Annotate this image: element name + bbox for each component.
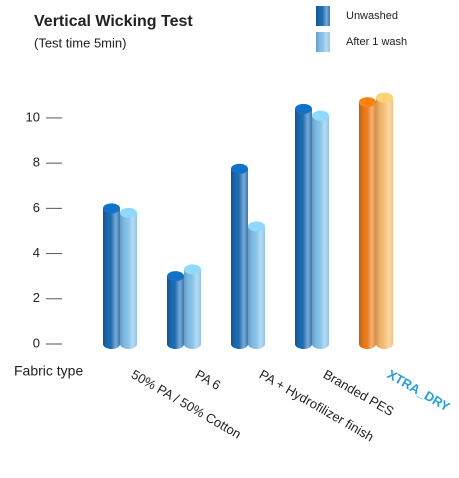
bar-base-shine (248, 339, 265, 349)
bar-cap (359, 97, 376, 108)
bar-base-shine (167, 339, 184, 349)
bar-cap (295, 103, 312, 114)
chart-title: Vertical Wicking Test (34, 13, 193, 30)
y-tick-label: 6 (33, 200, 40, 215)
bar-cap (167, 271, 184, 282)
bar-base-shine (295, 339, 312, 349)
y-tick-label: 2 (33, 290, 40, 305)
y-tick-label: 0 (33, 335, 40, 350)
bar-shine (312, 115, 329, 344)
bar-base-shine (103, 339, 120, 349)
chart-subtitle: (Test time 5min) (34, 35, 126, 50)
x-axis-label: Fabric type (14, 363, 83, 379)
y-tick-label: 4 (33, 245, 40, 260)
bar-base-shine (231, 339, 248, 349)
bar-shine (103, 208, 120, 344)
legend-swatch-shine (316, 32, 330, 52)
bar-cap (248, 221, 265, 232)
bar-cap (376, 92, 393, 103)
bar-shine (120, 212, 137, 344)
y-tick-label: 10 (26, 109, 40, 124)
legend-label: Unwashed (346, 10, 398, 22)
bar-shine (359, 102, 376, 344)
bar-shine (376, 97, 393, 344)
bar-shine (184, 269, 201, 344)
x-tick-label: PA 6 (193, 367, 223, 393)
bar-shine (295, 108, 312, 344)
bar-shine (248, 226, 265, 344)
bar-base-shine (376, 339, 393, 349)
bar-shine (231, 168, 248, 344)
bar-base-shine (359, 339, 376, 349)
bar-cap (312, 110, 329, 121)
bar-base-shine (184, 339, 201, 349)
x-tick-label: PA + Hydrofilizer finish (257, 367, 377, 445)
bar-base-shine (120, 339, 137, 349)
bar-cap (120, 207, 137, 218)
bar-cap (103, 203, 120, 214)
x-tick-label: 50% PA / 50% Cotton (129, 367, 244, 442)
bar-cap (184, 264, 201, 275)
bar-shine (167, 276, 184, 344)
y-tick-label: 8 (33, 155, 40, 170)
legend-label: After 1 wash (346, 36, 407, 48)
bar-cap (231, 163, 248, 174)
legend-swatch-shine (316, 6, 330, 26)
bar-base-shine (312, 339, 329, 349)
